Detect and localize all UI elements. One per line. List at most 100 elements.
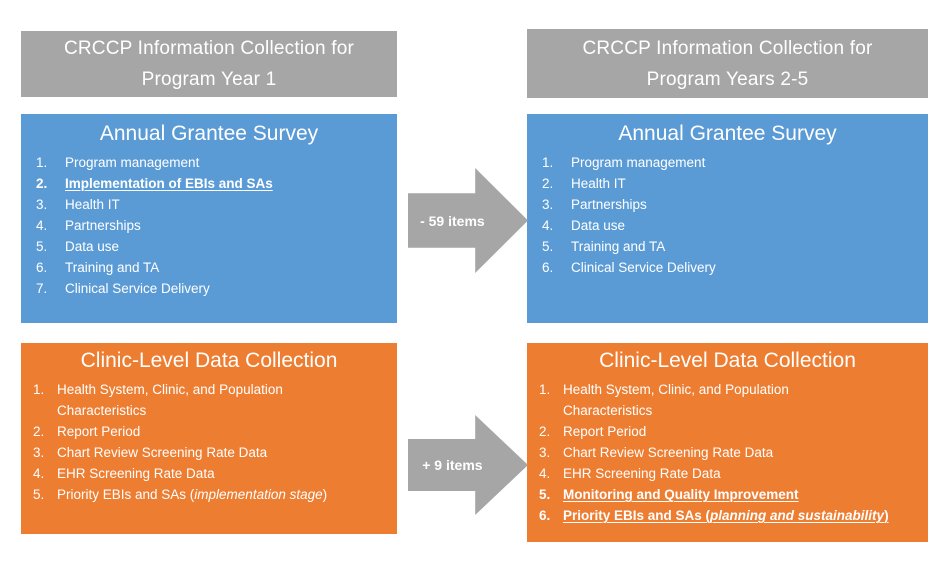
header-line-2: Program Years 2-5 bbox=[646, 68, 809, 90]
list-item: 7. Clinical Service Delivery bbox=[21, 278, 397, 299]
survey-year1-list: 1. Program management 2. Implementation … bbox=[21, 152, 397, 299]
item-text: Clinical Service Delivery bbox=[571, 260, 716, 275]
annual-grantee-survey-years2-5-panel: Annual Grantee Survey 1. Program managem… bbox=[527, 114, 928, 323]
survey-years2-5-list: 1. Program management 2. Health IT 3. Pa… bbox=[527, 152, 928, 278]
clinic-level-data-collection-years2-5-panel: Clinic-Level Data Collection 1. Health S… bbox=[527, 343, 928, 542]
item-number: 1. bbox=[542, 155, 554, 170]
list-item: 5. Training and TA bbox=[527, 236, 928, 257]
item-text: Health IT bbox=[571, 176, 626, 191]
item-text: Training and TA bbox=[571, 239, 666, 254]
arrow-label: + 9 items bbox=[422, 457, 483, 473]
item-text: Partnerships bbox=[571, 197, 647, 212]
item-text: Partnerships bbox=[65, 218, 141, 233]
item-number: 2. bbox=[36, 176, 48, 191]
header-line-2: Program Year 1 bbox=[141, 69, 277, 90]
header-program-years-2-5: CRCCP Information Collection for Program… bbox=[527, 29, 928, 98]
list-item: 3. Chart Review Screening Rate Data bbox=[527, 442, 928, 463]
list-item: 3. Partnerships bbox=[527, 194, 928, 215]
list-item: 1. Program management bbox=[21, 152, 397, 173]
item-number: 3. bbox=[539, 445, 551, 460]
item-text: Monitoring and Quality Improvement bbox=[563, 487, 799, 502]
item-number: 7. bbox=[36, 281, 48, 296]
header-line-1: CRCCP Information Collection for bbox=[582, 37, 873, 59]
item-number: 5. bbox=[539, 487, 551, 502]
item-number: 3. bbox=[36, 197, 48, 212]
item-number: 4. bbox=[33, 466, 45, 481]
item-text: Program management bbox=[571, 155, 706, 170]
item-number: 2. bbox=[33, 424, 45, 439]
list-item: 2. Health IT bbox=[527, 173, 928, 194]
item-number: 5. bbox=[33, 487, 45, 502]
list-item: 6. Training and TA bbox=[21, 257, 397, 278]
item-text: EHR Screening Rate Data bbox=[563, 466, 721, 481]
item-text: Clinical Service Delivery bbox=[65, 281, 210, 296]
item-number: 6. bbox=[542, 260, 554, 275]
list-item: 5. Monitoring and Quality Improvement bbox=[527, 484, 928, 505]
list-item: 6. Priority EBIs and SAs (planning and s… bbox=[527, 505, 928, 526]
list-item: 3. Chart Review Screening Rate Data bbox=[21, 442, 397, 463]
clinic-level-data-collection-year1-panel: Clinic-Level Data Collection 1. Health S… bbox=[21, 343, 397, 534]
item-text: EHR Screening Rate Data bbox=[57, 466, 215, 481]
item-text: Data use bbox=[571, 218, 626, 233]
item-text: Priority EBIs and SAs (planning and sust… bbox=[563, 505, 889, 526]
item-number: 5. bbox=[542, 239, 554, 254]
item-text: Program management bbox=[65, 155, 200, 170]
item-number: 3. bbox=[542, 197, 554, 212]
list-item: 1. Program management bbox=[527, 152, 928, 173]
list-item: 1. Health System, Clinic, and Population… bbox=[527, 379, 928, 421]
list-item: 4. Partnerships bbox=[21, 215, 397, 236]
item-number: 1. bbox=[539, 382, 551, 397]
item-number: 4. bbox=[542, 218, 554, 233]
item-text-post: ) bbox=[322, 487, 328, 502]
list-item: 3. Health IT bbox=[21, 194, 397, 215]
item-text: Priority EBIs and SAs (implementation st… bbox=[57, 484, 327, 505]
plus-9-items-arrow-icon: + 9 items bbox=[408, 415, 528, 515]
item-number: 2. bbox=[539, 424, 551, 439]
list-item: 5. Data use bbox=[21, 236, 397, 257]
list-item: 1. Health System, Clinic, and Population… bbox=[21, 379, 397, 421]
list-item: 5. Priority EBIs and SAs (implementation… bbox=[21, 484, 397, 505]
item-text-pre: Priority EBIs and SAs ( bbox=[563, 508, 711, 523]
item-text: Chart Review Screening Rate Data bbox=[563, 445, 774, 460]
item-text: Report Period bbox=[57, 424, 141, 439]
item-text: Implementation of EBIs and SAs bbox=[65, 176, 273, 191]
panel-title: Annual Grantee Survey bbox=[99, 122, 319, 145]
item-text-post: ) bbox=[884, 508, 889, 523]
arrow-label: - 59 items bbox=[420, 212, 485, 229]
item-text: Report Period bbox=[563, 424, 647, 439]
clinic-year1-list: 1. Health System, Clinic, and Population… bbox=[21, 379, 397, 505]
item-number: 5. bbox=[36, 239, 48, 254]
item-number: 3. bbox=[33, 445, 45, 460]
minus-59-items-arrow-icon: - 59 items bbox=[408, 168, 528, 273]
item-number: 4. bbox=[36, 218, 48, 233]
panel-title: Annual Grantee Survey bbox=[618, 122, 837, 145]
panel-title: Clinic-Level Data Collection bbox=[80, 349, 338, 372]
item-text: Health System, Clinic, and Population Ch… bbox=[563, 382, 789, 418]
item-text-italic: planning and sustainability bbox=[710, 508, 885, 523]
item-number: 4. bbox=[539, 466, 551, 481]
clinic-years2-5-list: 1. Health System, Clinic, and Population… bbox=[527, 379, 928, 526]
panel-title: Clinic-Level Data Collection bbox=[599, 349, 856, 372]
item-text: Training and TA bbox=[65, 260, 160, 275]
item-text: Chart Review Screening Rate Data bbox=[57, 445, 268, 460]
annual-grantee-survey-year1-panel: Annual Grantee Survey 1. Program managem… bbox=[21, 114, 397, 323]
item-text: Data use bbox=[65, 239, 120, 254]
header-program-year-1: CRCCP Information Collection for Program… bbox=[21, 31, 397, 97]
item-text: Health IT bbox=[65, 197, 120, 212]
list-item: 2. Implementation of EBIs and SAs bbox=[21, 173, 397, 194]
item-text-italic: implementation stage bbox=[194, 487, 323, 502]
item-number: 1. bbox=[36, 155, 48, 170]
item-number: 6. bbox=[36, 260, 48, 275]
list-item: 4. Data use bbox=[527, 215, 928, 236]
item-number: 1. bbox=[33, 382, 45, 397]
header-line-1: CRCCP Information Collection for bbox=[63, 38, 355, 59]
item-number: 2. bbox=[542, 176, 554, 191]
item-number: 6. bbox=[539, 508, 551, 523]
list-item: 2. Report Period bbox=[21, 421, 397, 442]
list-item: 4. EHR Screening Rate Data bbox=[527, 463, 928, 484]
list-item: 4. EHR Screening Rate Data bbox=[21, 463, 397, 484]
item-text-pre: Priority EBIs and SAs ( bbox=[57, 487, 195, 502]
item-text: Health System, Clinic, and Population Ch… bbox=[57, 382, 283, 418]
list-item: 6. Clinical Service Delivery bbox=[527, 257, 928, 278]
